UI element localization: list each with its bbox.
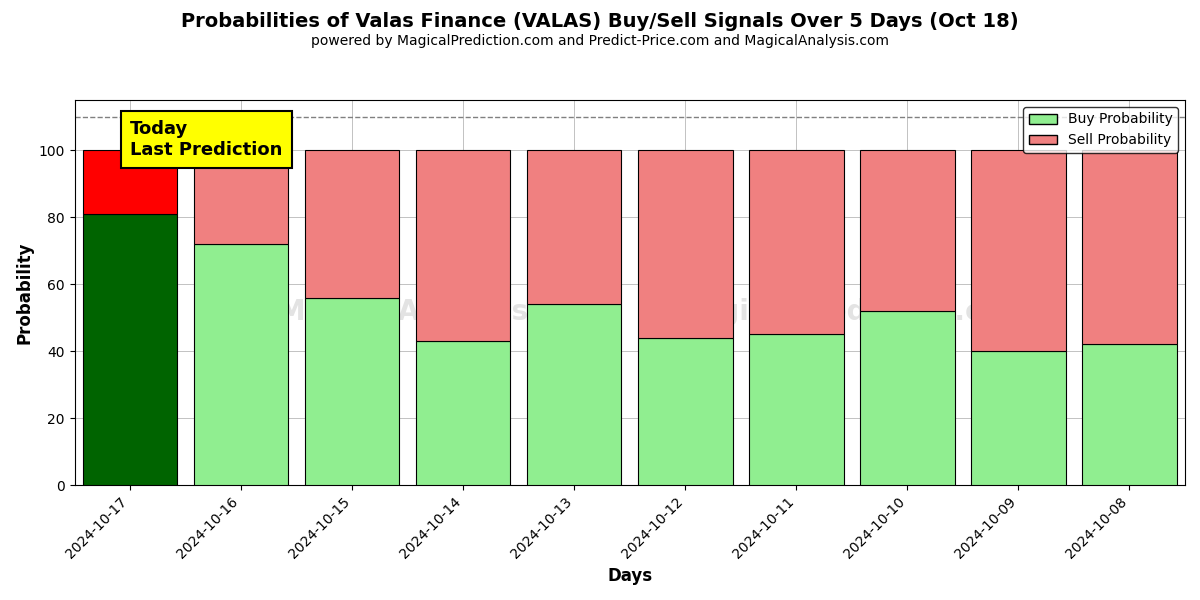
Y-axis label: Probability: Probability	[16, 241, 34, 344]
Bar	[416, 341, 510, 485]
Bar	[971, 351, 1066, 485]
Bar	[971, 150, 1066, 351]
Bar	[527, 150, 622, 304]
Bar	[1082, 344, 1177, 485]
Text: Probabilities of Valas Finance (VALAS) Buy/Sell Signals Over 5 Days (Oct 18): Probabilities of Valas Finance (VALAS) B…	[181, 12, 1019, 31]
Bar	[305, 150, 400, 298]
Bar	[860, 150, 955, 311]
Legend: Buy Probability, Sell Probability: Buy Probability, Sell Probability	[1024, 107, 1178, 153]
Bar	[194, 150, 288, 244]
Bar	[638, 338, 732, 485]
Bar	[305, 298, 400, 485]
Bar	[749, 150, 844, 334]
Bar	[1082, 150, 1177, 344]
Text: Today
Last Prediction: Today Last Prediction	[130, 120, 282, 159]
Bar	[194, 244, 288, 485]
Bar	[83, 214, 178, 485]
Text: MagicalPrediction.com: MagicalPrediction.com	[673, 298, 1030, 326]
Bar	[416, 150, 510, 341]
Bar	[860, 311, 955, 485]
X-axis label: Days: Days	[607, 567, 653, 585]
Bar	[749, 334, 844, 485]
Text: MagicalAnalysis.com: MagicalAnalysis.com	[278, 298, 604, 326]
Text: powered by MagicalPrediction.com and Predict-Price.com and MagicalAnalysis.com: powered by MagicalPrediction.com and Pre…	[311, 34, 889, 48]
Bar	[638, 150, 732, 338]
Bar	[527, 304, 622, 485]
Bar	[83, 150, 178, 214]
